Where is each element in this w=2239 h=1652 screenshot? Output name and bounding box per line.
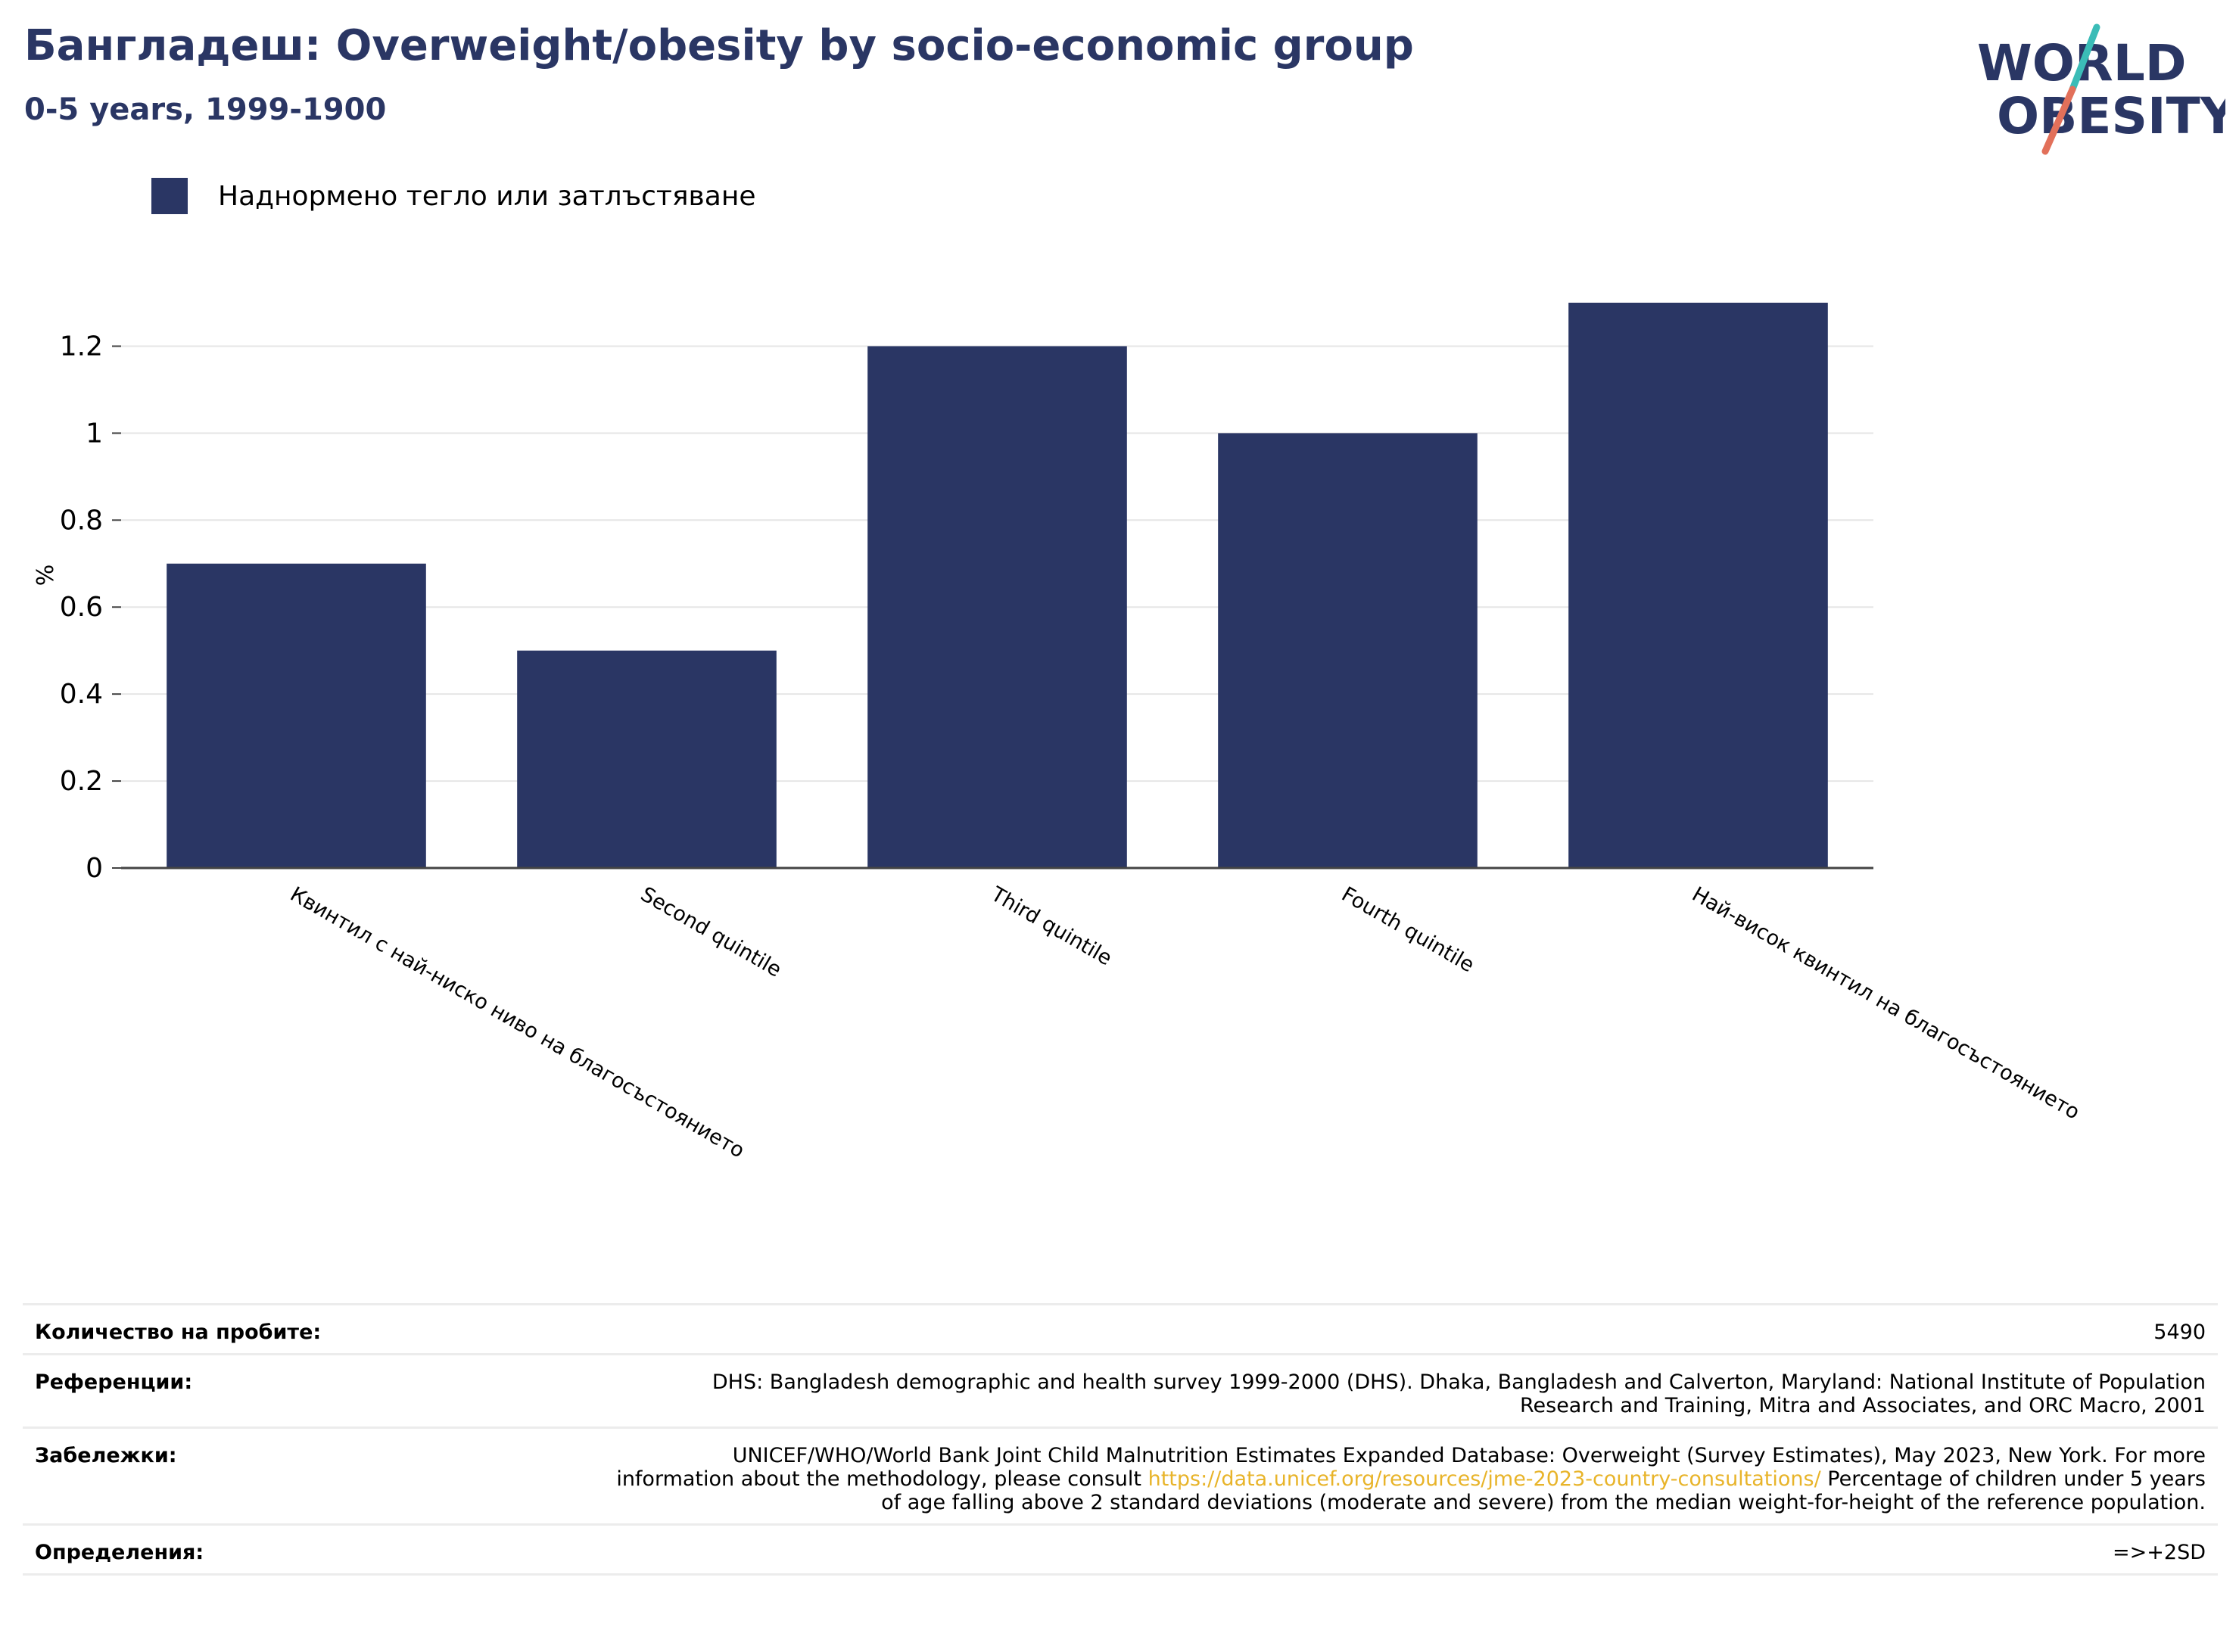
definitions-label: Определения:	[35, 1541, 204, 1564]
chart-legend: Наднормено тегло или затлъстяване	[151, 176, 756, 216]
references-label: Референции:	[35, 1370, 193, 1394]
notes-text-after: Percentage of children under 5 years of …	[881, 1467, 2206, 1514]
info-row-references: Референции: DHS: Bangladesh demographic …	[23, 1353, 2218, 1426]
x-tick-label: Third quintile	[986, 882, 1116, 971]
y-tick-label: 0.6	[60, 592, 103, 623]
bar	[167, 563, 426, 868]
info-row-definitions: Определения: =>+2SD	[23, 1523, 2218, 1576]
y-tick-label: 1.2	[60, 331, 103, 362]
references-value: DHS: Bangladesh demographic and health s…	[712, 1370, 2206, 1417]
legend-swatch	[151, 178, 188, 214]
info-row-notes: Забележки: UNICEF/WHO/World Bank Joint C…	[23, 1426, 2218, 1523]
x-tick-label: Second quintile	[637, 882, 786, 982]
x-tick-label: Най-висок квинтил на благосъстоянието	[1688, 882, 2084, 1125]
bar	[1568, 303, 1828, 868]
logo-text-obesity: OBESITY	[1997, 87, 2225, 145]
bar	[517, 650, 777, 868]
y-axis-label: %	[33, 565, 59, 586]
notes-value: UNICEF/WHO/World Bank Joint Child Malnut…	[616, 1444, 2206, 1514]
info-row-samples: Количество на пробите: 5490	[23, 1303, 2218, 1353]
y-tick-label: 1	[86, 418, 103, 449]
bar	[1218, 433, 1478, 868]
y-tick-label: 0.2	[60, 766, 103, 797]
info-table: Количество на пробите: 5490 Референции: …	[23, 1303, 2218, 1576]
y-tick-label: 0.4	[60, 679, 103, 710]
chart-title: Бангладеш: Overweight/obesity by socio-e…	[24, 21, 1414, 70]
world-obesity-logo: WORLD OBESITY	[1977, 23, 2225, 155]
samples-value: 5490	[2153, 1321, 2206, 1344]
notes-text-before: UNICEF/WHO/World Bank Joint Child Malnut…	[616, 1444, 2206, 1491]
logo-slash-teal	[2069, 23, 2100, 93]
chart-subtitle: 0-5 years, 1999-1900	[24, 92, 387, 127]
y-tick-label: 0	[86, 853, 103, 884]
samples-label: Количество на пробите:	[35, 1321, 322, 1344]
methodology-link[interactable]: https://data.unicef.org/resources/jme-20…	[1148, 1467, 1821, 1491]
bar	[867, 346, 1127, 868]
x-tick-label: Fourth quintile	[1337, 882, 1478, 977]
y-tick-label: 0.8	[60, 505, 103, 536]
logo-slash-coral	[2041, 86, 2076, 155]
definitions-value: =>+2SD	[2113, 1541, 2206, 1564]
notes-label: Забележки:	[35, 1444, 177, 1467]
legend-label: Наднормено тегло или затлъстяване	[218, 180, 756, 212]
